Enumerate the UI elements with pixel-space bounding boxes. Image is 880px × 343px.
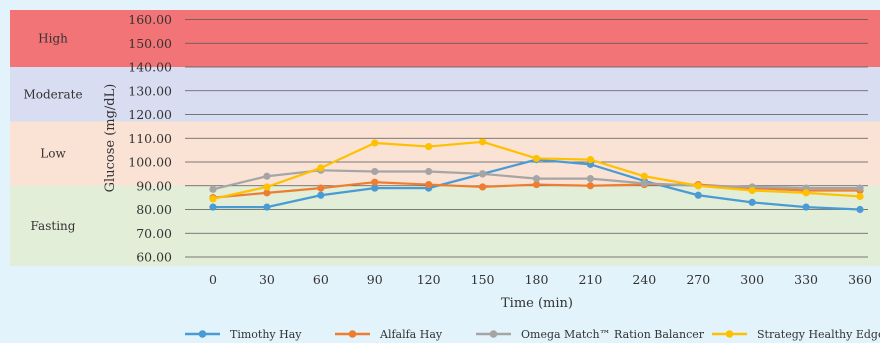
series-layer [209, 138, 864, 214]
x-tick-label: 0 [209, 272, 217, 287]
legend-item-timothy-hay: Timothy Hay [185, 328, 302, 341]
y-tick-label: 70.00 [136, 226, 172, 241]
legend-marker [198, 330, 207, 338]
x-tick-label: 300 [740, 272, 764, 287]
y-tick-label: 100.00 [128, 155, 172, 170]
data-point [802, 189, 810, 197]
legend-marker [725, 330, 734, 338]
data-point [263, 203, 271, 211]
zone-label-high: High [38, 32, 68, 46]
data-point [209, 203, 217, 211]
data-point [856, 205, 864, 214]
data-point [586, 156, 595, 164]
data-point [263, 172, 271, 180]
x-tick-label: 180 [525, 272, 549, 287]
legend-label: Strategy Healthy Edge® [757, 328, 880, 341]
zone-low [10, 121, 880, 186]
x-tick-labels: 0 30 60 90 120 150 180 210 240 270 300 330 360 [209, 272, 872, 287]
data-point [317, 191, 325, 199]
y-tick-label: 140.00 [128, 60, 172, 75]
x-tick-label: 240 [632, 272, 656, 287]
y-tick-label: 90.00 [136, 178, 172, 193]
data-point [748, 198, 756, 206]
data-point [263, 183, 271, 191]
x-tick-label: 270 [686, 272, 710, 287]
y-tick-labels: 60.00 70.00 80.00 90.00 100.00 110.00 120.00 13… [128, 12, 172, 265]
data-point [317, 164, 325, 172]
x-tick-label: 330 [794, 272, 818, 287]
data-point [694, 182, 702, 190]
legend-marker [489, 330, 498, 338]
legend-marker [348, 330, 357, 338]
data-point [425, 167, 433, 176]
x-tick-label: 30 [259, 272, 275, 287]
zone-label-low: Low [40, 147, 66, 161]
data-point [478, 183, 487, 191]
data-point [640, 179, 648, 187]
data-point [371, 184, 379, 192]
data-point [856, 184, 864, 192]
data-point [802, 203, 810, 211]
legend-label: Timothy Hay [230, 328, 302, 341]
data-point [425, 180, 433, 189]
data-point [209, 185, 217, 193]
x-axis-label: Time (min) [501, 296, 573, 311]
y-tick-label: 130.00 [128, 83, 172, 98]
y-tick-label: 120.00 [128, 107, 172, 122]
data-point [371, 139, 379, 147]
y-tick-label: 60.00 [136, 250, 172, 265]
legend-item-alfalfa-hay: Alfalfa Hay [335, 328, 443, 341]
x-tick-label: 90 [367, 272, 383, 287]
data-point [425, 142, 433, 151]
x-tick-label: 60 [313, 272, 329, 287]
y-tick-label: 110.00 [128, 131, 172, 146]
legend-item-strategy-healthy-edge: Strategy Healthy Edge® [712, 328, 880, 341]
data-point [856, 192, 864, 201]
y-axis-label: Glucose (mg/dL) [103, 84, 118, 193]
data-point [532, 175, 541, 183]
y-tick-label: 150.00 [128, 36, 172, 51]
data-point [478, 170, 487, 178]
data-point [371, 167, 379, 176]
data-point [532, 180, 541, 189]
y-tick-label: 160.00 [128, 12, 172, 27]
y-tick-label: 80.00 [136, 202, 172, 217]
data-point [694, 191, 702, 199]
x-tick-label: 360 [848, 272, 872, 287]
zone-label-fasting: Fasting [31, 219, 76, 233]
legend: Timothy Hay Alfalfa Hay Omega Match™ Ratio… [185, 328, 880, 341]
x-tick-label: 120 [417, 272, 441, 287]
data-point [209, 195, 217, 203]
data-point [748, 186, 756, 195]
legend-label: Omega Match™ Ration Balancer [521, 328, 705, 341]
legend-label: Alfalfa Hay [379, 328, 443, 341]
zone-moderate [10, 67, 880, 122]
legend-item-omega-match-ration-balancer: Omega Match™ Ration Balancer [476, 328, 705, 341]
data-point [478, 138, 487, 146]
x-tick-label: 210 [578, 272, 602, 287]
data-point [640, 172, 648, 180]
zone-label-moderate: Moderate [23, 87, 82, 101]
data-point [317, 184, 325, 192]
x-tick-label: 150 [471, 272, 495, 287]
data-point [532, 154, 541, 163]
data-point [371, 178, 379, 186]
data-point [586, 182, 595, 190]
series-strategy-healthy-edge [209, 138, 864, 203]
data-point [586, 175, 595, 183]
data-point [263, 189, 271, 197]
